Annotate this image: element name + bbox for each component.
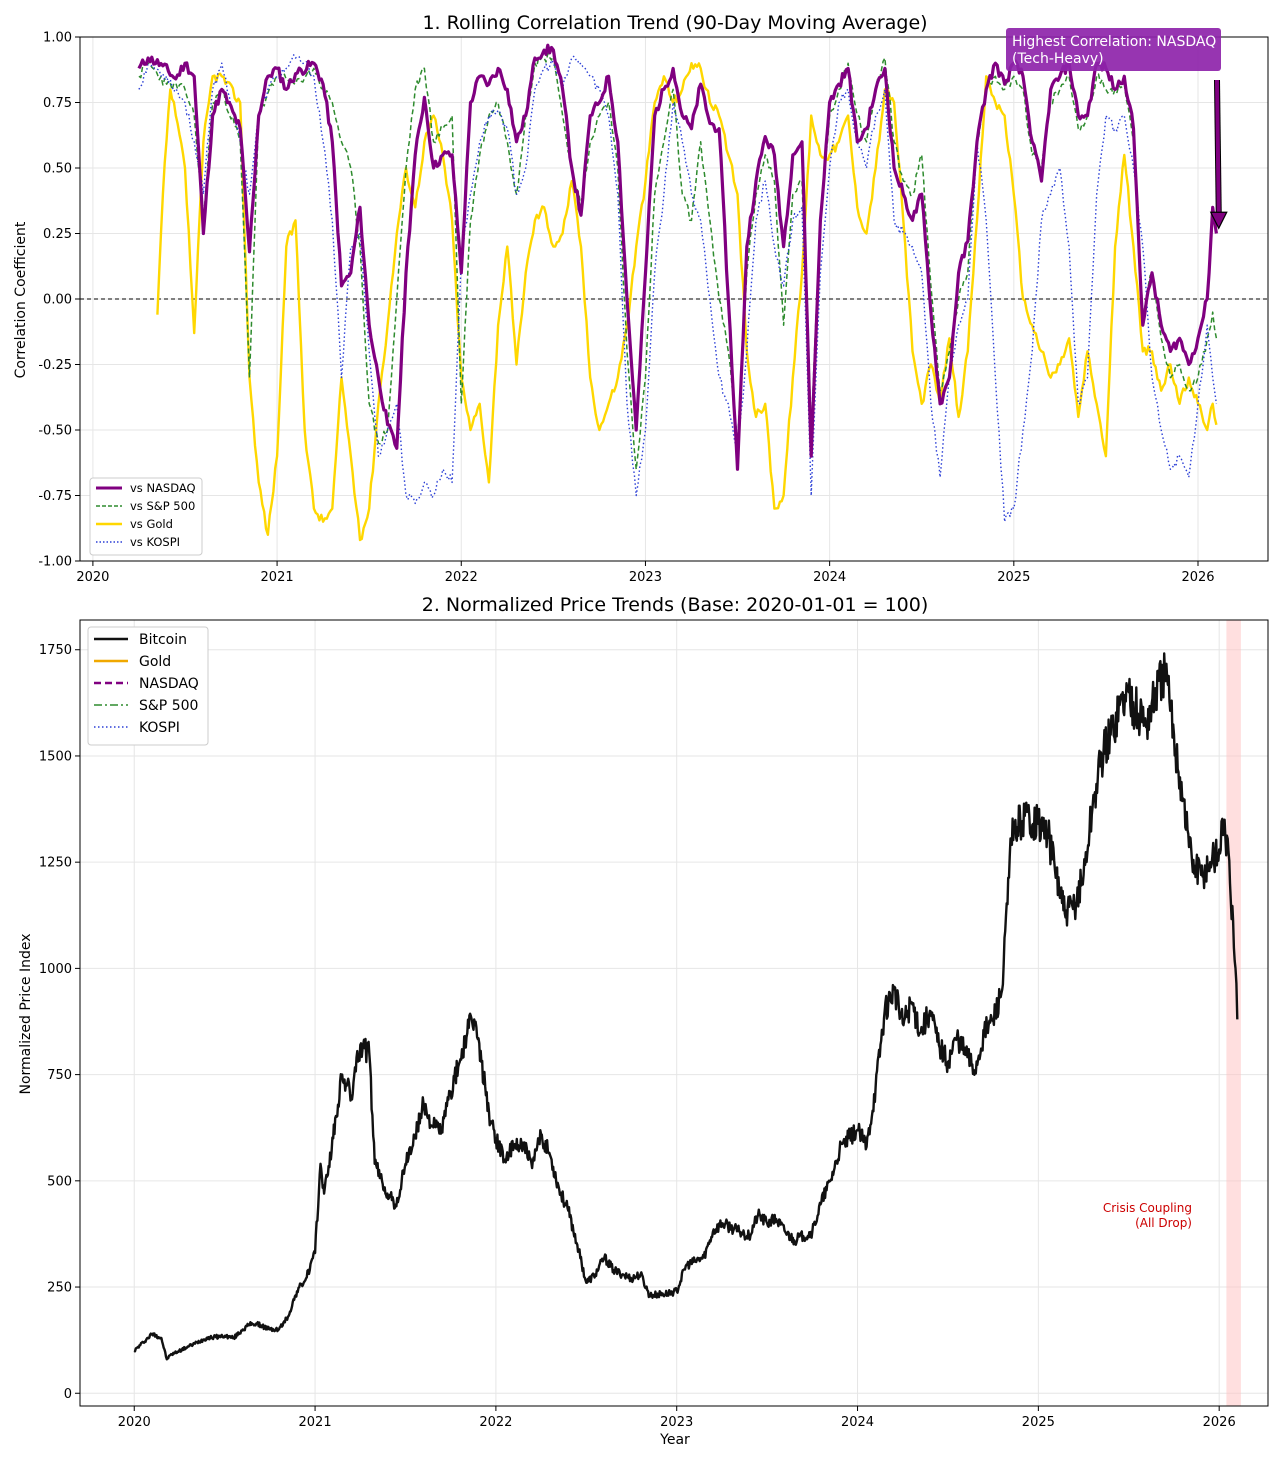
correlation-y-axis-label: Correlation Coefficient [13,221,29,378]
legend-label-bitcoin: Bitcoin [139,632,187,648]
price-y-tick-label: 1250 [39,856,72,871]
annotation-line-2: (Tech-Heavy) [1012,51,1104,67]
correlation-y-tick-label: -1.00 [38,555,72,570]
crisis-label-line-2: (All Drop) [1135,1216,1192,1230]
correlation-y-tick-label: 0.00 [43,293,72,308]
price-x-tick-label: 2020 [118,1415,151,1430]
price-y-tick-label: 1500 [39,749,72,764]
correlation-plot-frame [79,36,1269,562]
legend-label-kospi: vs KOSPI [130,535,180,549]
correlation-x-tick-label: 2024 [813,570,846,585]
correlation-panel: 1. Rolling Correlation Trend (90-Day Mov… [13,12,1269,586]
highest-correlation-annotation: Highest Correlation: NASDAQ (Tech-Heavy) [1006,28,1228,230]
price-y-tick-label: 1000 [39,962,72,977]
correlation-x-tick-label: 2022 [445,570,478,585]
price-x-tick-label: 2022 [479,1415,512,1430]
correlation-x-tick-label: 2026 [1181,570,1214,585]
nasdaq-correlation-line [137,43,1218,471]
correlation-y-tick-label: -0.25 [38,358,72,373]
price-x-tick-label: 2024 [841,1415,874,1430]
price-y-tick-label: 500 [47,1174,72,1189]
price-plot-frame [79,619,1269,1407]
legend-label-sp500: vs S&P 500 [130,499,195,513]
price-legend: Bitcoin Gold NASDAQ S&P 500 KOSPI [87,626,209,746]
correlation-x-tick-label: 2021 [261,570,294,585]
annotation-arrow [1209,79,1228,230]
legend-label-sp500-price: S&P 500 [139,698,198,714]
annotation-arrow-head [1209,211,1228,230]
price-x-tick-label: 2025 [1022,1415,1055,1430]
correlation-x-tick-label: 2023 [629,570,662,585]
price-series [133,652,1239,1361]
correlation-y-tick-label: -0.75 [38,489,72,504]
correlation-chart-title: 1. Rolling Correlation Trend (90-Day Mov… [422,12,927,34]
annotation-line-1: Highest Correlation: NASDAQ [1012,34,1216,50]
legend-label-nasdaq-price: NASDAQ [139,676,199,692]
legend-label-gold-price: Gold [139,654,171,670]
annotation-arrow-shaft [1215,79,1221,215]
correlation-y-tick-label: -0.50 [38,424,72,439]
price-legend-box [87,626,209,746]
crisis-label-line-1: Crisis Coupling [1103,1201,1192,1215]
price-y-tick-label: 0 [64,1387,72,1402]
bitcoin-price-line [133,652,1239,1361]
correlation-y-tick-label: 0.50 [43,162,72,177]
price-chart-title: 2. Normalized Price Trends (Base: 2020-0… [422,594,929,616]
crisis-coupling-band [1226,620,1241,1406]
price-x-tick-label: 2026 [1203,1415,1236,1430]
correlation-x-tick-label: 2020 [76,570,109,585]
legend-label-nasdaq: vs NASDAQ [130,481,196,495]
annotation-box [1006,28,1221,71]
price-panel: 2. Normalized Price Trends (Base: 2020-0… [18,594,1269,1448]
gold-correlation-line [156,62,1218,542]
price-x-tick-label: 2021 [299,1415,332,1430]
correlation-x-tick-label: 2025 [997,570,1030,585]
price-y-tick-label: 750 [47,1068,72,1083]
price-y-tick-label: 250 [47,1281,72,1296]
price-x-tick-label: 2023 [660,1415,693,1430]
price-y-tick-label: 1750 [39,643,72,658]
correlation-series [137,43,1218,542]
price-x-axis-label: Year [659,1432,690,1448]
correlation-axis-ticks: 2020 2021 2022 2023 2024 2025 2026 1.00 0.75 0.50… [38,31,1214,586]
correlation-y-tick-label: 0.25 [43,227,72,242]
correlation-legend-box [89,477,203,556]
kospi-correlation-line [138,54,1218,523]
legend-label-kospi-price: KOSPI [139,720,180,736]
price-grid [80,620,1268,1406]
correlation-y-tick-label: 1.00 [43,31,72,46]
correlation-y-tick-label: 0.75 [43,96,72,111]
price-y-axis-label: Normalized Price Index [18,934,34,1095]
price-axis-ticks: 2020 2021 2022 2023 2024 2025 2026 0 250 500 750 10… [39,643,1236,1430]
legend-label-gold: vs Gold [130,517,173,531]
correlation-legend: vs NASDAQ vs S&P 500 vs Gold vs KOSPI [89,477,203,556]
